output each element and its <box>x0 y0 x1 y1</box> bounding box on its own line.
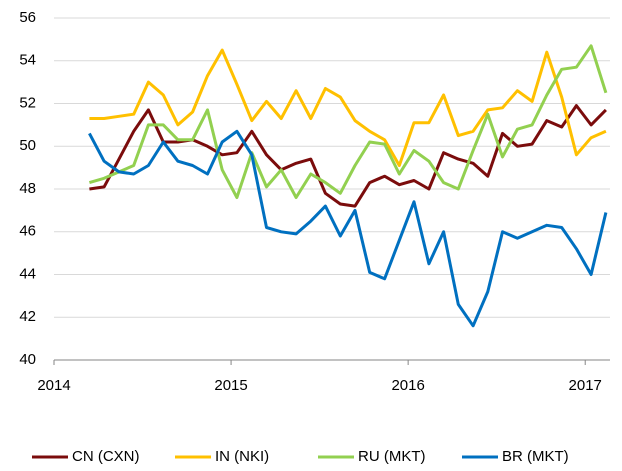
y-tick-label: 56 <box>19 9 36 26</box>
y-tick-label: 46 <box>19 223 36 240</box>
legend-label: BR (MKT) <box>502 448 569 465</box>
x-tick-label: 2015 <box>214 377 247 394</box>
legend-label: CN (CXN) <box>72 448 140 465</box>
y-tick-label: 52 <box>19 94 36 111</box>
y-tick-label: 50 <box>19 137 36 154</box>
x-tick-label: 2017 <box>569 377 602 394</box>
legend-label: RU (MKT) <box>358 448 426 465</box>
x-tick-label: 2016 <box>391 377 424 394</box>
y-tick-label: 48 <box>19 180 36 197</box>
series-line <box>88 44 608 199</box>
series-line <box>89 48 607 167</box>
series-line <box>88 129 608 328</box>
legend-label: IN (NKI) <box>215 448 269 465</box>
y-tick-label: 40 <box>19 351 36 368</box>
series-line <box>89 104 607 208</box>
y-tick-label: 42 <box>19 308 36 325</box>
y-tick-label: 54 <box>19 52 36 69</box>
y-tick-label: 44 <box>19 265 36 282</box>
x-tick-label: 2014 <box>37 377 70 394</box>
